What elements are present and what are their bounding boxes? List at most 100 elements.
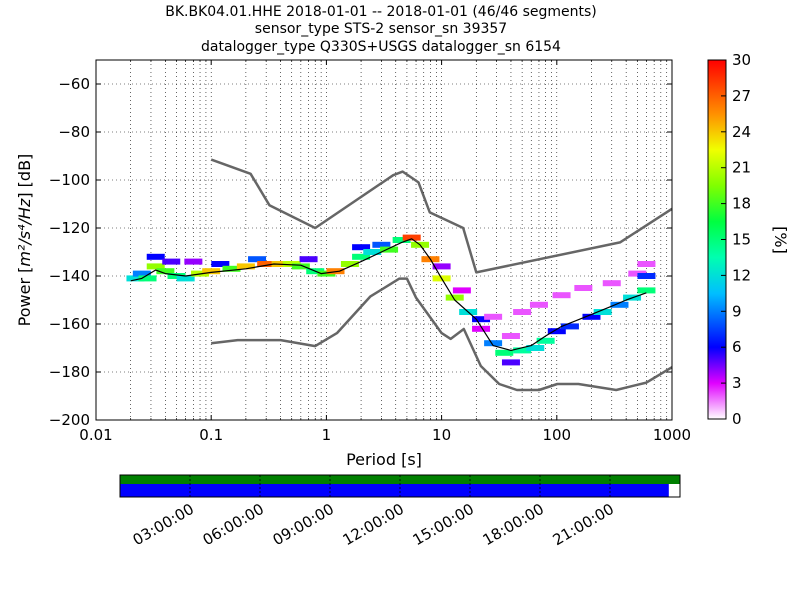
density-cell (126, 275, 145, 282)
x-tick-label: 1 (322, 426, 332, 444)
y-axis-label: Power [m²/s⁴/Hz] [dB] (15, 154, 34, 327)
density-cell (282, 261, 301, 267)
density-cell (472, 316, 491, 323)
plot-grid (95, 60, 672, 421)
density-cell (582, 313, 601, 320)
chart-title-line-1: BK.BK04.01.HHE 2018-01-01 -- 2018-01-01 … (165, 4, 597, 20)
density-cell (610, 301, 629, 308)
density-cell (637, 261, 656, 267)
density-cell (317, 270, 336, 277)
y-axis-label-units: m²/s⁴/Hz (15, 198, 34, 267)
x-tick-label: 0.01 (79, 426, 112, 444)
chart-title-line-2: sensor_type STS-2 sensor_sn 39357 (255, 21, 507, 37)
density-cell (299, 256, 318, 263)
colorbar-tick-label: 15 (732, 231, 751, 249)
density-cell (536, 337, 555, 344)
density-cell (637, 273, 656, 279)
density-cell (452, 287, 471, 294)
series-new-high-noise-model (210, 158, 673, 274)
x-axis-label: Period [s] (346, 450, 422, 469)
density-cell (513, 309, 532, 315)
density-cell (156, 268, 175, 275)
y-tick-label: −160 (49, 315, 90, 333)
segment-timeline: 03:00:00 06:00:00 09:00:00 12:00:00 15:00:00… (119, 474, 681, 549)
psd-plot: 0.01 0.1 1 10 100 1000 −60 −80 −100 −120 −140 −160… (49, 59, 691, 444)
density-cell (529, 301, 548, 308)
density-cell (637, 287, 656, 294)
y-tick-label: −200 (49, 411, 90, 429)
density-cell (184, 258, 203, 265)
y-axis-ticks: −60 −80 −100 −120 −140 −160 −180 −200 (49, 75, 672, 429)
series-median-psd (130, 238, 647, 351)
density-cell (392, 237, 411, 243)
colorbar-tick-label: 6 (732, 338, 742, 356)
y-tick-label: −100 (49, 171, 90, 189)
density-cell (291, 263, 310, 270)
density-cell (501, 359, 520, 366)
density-cell (472, 325, 491, 332)
colorbar-tick-label: 3 (732, 374, 742, 392)
timeline-tick-label: 09:00:00 (270, 500, 337, 549)
colorbar: 0 3 6 9 12 15 18 21 24 27 30 [%] (707, 51, 790, 428)
density-cell (484, 340, 503, 347)
density-cell (628, 270, 647, 277)
density-cell (257, 261, 276, 267)
density-cell (162, 258, 181, 265)
density-cell (602, 280, 621, 287)
colorbar-tick-label: 18 (732, 195, 751, 213)
colorbar-ticks: 0 3 6 9 12 15 18 21 24 27 30 (721, 51, 751, 428)
colorbar-label: [%] (771, 226, 790, 254)
density-cell (372, 241, 391, 248)
timeline-tick-label: 06:00:00 (200, 500, 267, 549)
colorbar-tick-label: 12 (732, 266, 751, 284)
model-lines (130, 158, 673, 392)
density-cell (495, 349, 514, 356)
density-cell (547, 328, 566, 335)
density-cell (593, 309, 612, 315)
colorbar-tick-label: 21 (732, 159, 751, 177)
density-cell (222, 265, 241, 272)
timeline-tick-label: 21:00:00 (550, 500, 617, 549)
y-axis-label-suffix: ] [dB] (15, 154, 34, 199)
density-cell (211, 261, 230, 267)
series-new-low-noise-model (211, 277, 673, 392)
density-cell (552, 292, 571, 299)
density-cell (352, 253, 371, 260)
x-tick-label: 10 (432, 426, 451, 444)
x-axis-ticks: 0.01 0.1 1 10 100 1000 (79, 60, 691, 444)
colorbar-tick-label: 24 (732, 123, 751, 141)
timeline-track-psd (120, 484, 669, 497)
density-cell (132, 270, 151, 277)
colorbar-tick-label: 30 (732, 51, 751, 69)
density-cell (202, 268, 221, 275)
density-cell (501, 333, 520, 339)
y-tick-label: −140 (49, 267, 90, 285)
density-cell (176, 275, 195, 282)
colorbar-tick-label: 27 (732, 87, 751, 105)
timeline-tick-label: 15:00:00 (410, 500, 477, 549)
chart-title-line-3: datalogger_type Q330S+USGS datalogger_sn… (201, 39, 561, 55)
plot-frame (95, 59, 673, 421)
density-cell (484, 313, 503, 320)
density-cell (402, 234, 421, 241)
density-cell (574, 285, 593, 291)
colorbar-tick-label: 9 (732, 302, 742, 320)
density-cell (340, 261, 359, 267)
timeline-tick-label: 12:00:00 (340, 500, 407, 549)
y-tick-label: −180 (49, 363, 90, 381)
density-cell (352, 244, 371, 251)
density-cell (513, 347, 532, 354)
density-cell (560, 323, 579, 330)
timeline-tick-label: 03:00:00 (130, 500, 197, 549)
density-cell (526, 345, 545, 351)
x-tick-label: 1000 (653, 426, 691, 444)
density-cell (236, 263, 255, 270)
density-cell (138, 275, 157, 282)
density-cell (167, 273, 186, 279)
colorbar-tick-label: 0 (732, 410, 742, 428)
density-cell (248, 256, 267, 263)
x-tick-label: 100 (542, 426, 571, 444)
density-cell (363, 249, 382, 255)
